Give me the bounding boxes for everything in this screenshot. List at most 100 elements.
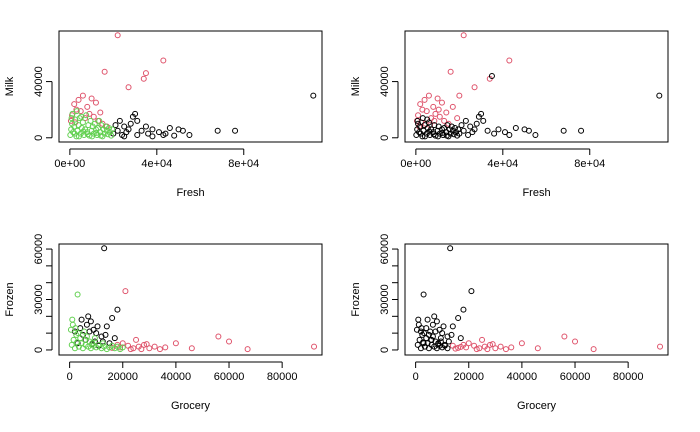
data-point: [111, 335, 118, 342]
data-point: [71, 130, 78, 137]
data-point: [71, 101, 78, 108]
data-point: [99, 340, 106, 347]
data-point: [455, 126, 462, 133]
data-point: [455, 315, 462, 321]
x-axis-label: Fresh: [522, 187, 550, 199]
x-tick-label: 8e+04: [228, 158, 259, 170]
data-point: [471, 84, 478, 91]
data-point: [134, 117, 141, 124]
data-point: [489, 341, 496, 348]
data-point: [162, 344, 169, 351]
data-point: [78, 113, 85, 120]
data-point: [143, 341, 150, 348]
data-point: [114, 306, 121, 313]
data-point: [465, 131, 472, 138]
data-point: [133, 336, 140, 343]
data-point: [460, 306, 467, 313]
data-point: [431, 313, 438, 320]
data-point: [142, 70, 149, 77]
data-point: [101, 68, 108, 75]
data-point: [109, 315, 116, 321]
data-point: [75, 330, 82, 337]
data-point: [94, 323, 101, 330]
data-point: [116, 117, 123, 124]
data-point: [433, 318, 440, 325]
data-point: [458, 122, 465, 129]
data-point: [438, 99, 445, 106]
data-point: [78, 316, 85, 323]
data-point: [484, 346, 491, 353]
data-point: [84, 103, 91, 110]
data-point: [105, 124, 112, 131]
y-tick-label: 0: [33, 347, 45, 353]
x-tick-label: 40000: [507, 371, 538, 383]
data-point: [501, 129, 508, 136]
data-point: [145, 130, 152, 137]
data-point: [447, 68, 454, 75]
data-point: [469, 129, 476, 136]
plot-frame: [404, 243, 669, 356]
data-point: [188, 345, 195, 352]
plot-frame: [58, 30, 323, 143]
data-point: [444, 345, 451, 352]
data-point: [560, 127, 567, 134]
data-point: [506, 57, 513, 64]
data-point: [87, 318, 94, 325]
data-point: [534, 345, 541, 352]
data-point: [429, 321, 436, 328]
data-point: [467, 123, 474, 130]
data-point: [414, 117, 421, 124]
data-point: [475, 113, 482, 120]
series-green: [67, 291, 126, 353]
y-tick-label: 0: [379, 347, 391, 353]
data-point: [465, 340, 472, 347]
data-point: [437, 335, 444, 342]
data-point: [160, 57, 167, 64]
data-point: [656, 92, 663, 99]
data-point: [448, 331, 455, 338]
data-point: [462, 117, 469, 124]
x-tick-label: 80000: [613, 371, 644, 383]
x-tick-label: 0e+00: [400, 158, 431, 170]
data-point: [455, 344, 462, 351]
y-tick-label: 0: [379, 135, 391, 141]
data-point: [521, 126, 528, 133]
data-point: [130, 345, 137, 352]
data-point: [215, 333, 222, 340]
data-point: [497, 343, 504, 350]
data-point: [447, 245, 454, 252]
data-point: [431, 117, 438, 124]
y-tick-label: 30000: [379, 284, 391, 315]
data-point: [226, 338, 233, 345]
data-point: [75, 133, 82, 140]
data-point: [138, 127, 145, 134]
data-point: [439, 330, 446, 337]
data-point: [518, 340, 525, 347]
data-point: [417, 130, 424, 137]
data-point: [151, 343, 158, 350]
x-tick-label: 20000: [107, 371, 138, 383]
data-point: [456, 92, 463, 99]
x-tick-label: 0e+00: [54, 158, 85, 170]
data-point: [415, 112, 422, 119]
data-point: [69, 316, 76, 323]
data-point: [69, 110, 76, 117]
data-point: [162, 130, 169, 137]
data-point: [129, 113, 136, 120]
data-point: [311, 343, 318, 350]
data-point: [149, 126, 156, 133]
data-point: [109, 344, 116, 351]
data-point: [91, 335, 98, 342]
data-point: [175, 126, 182, 133]
data-point: [119, 340, 126, 347]
data-point: [424, 316, 431, 323]
data-point: [78, 124, 85, 131]
plot-frame: [404, 30, 669, 143]
x-axis-label: Fresh: [176, 187, 204, 199]
y-axis-label: Milk: [350, 76, 362, 96]
series-black: [71, 245, 121, 349]
data-point: [69, 321, 76, 328]
data-point: [418, 325, 425, 332]
data-point: [491, 130, 498, 137]
x-tick-label: 40000: [161, 371, 192, 383]
